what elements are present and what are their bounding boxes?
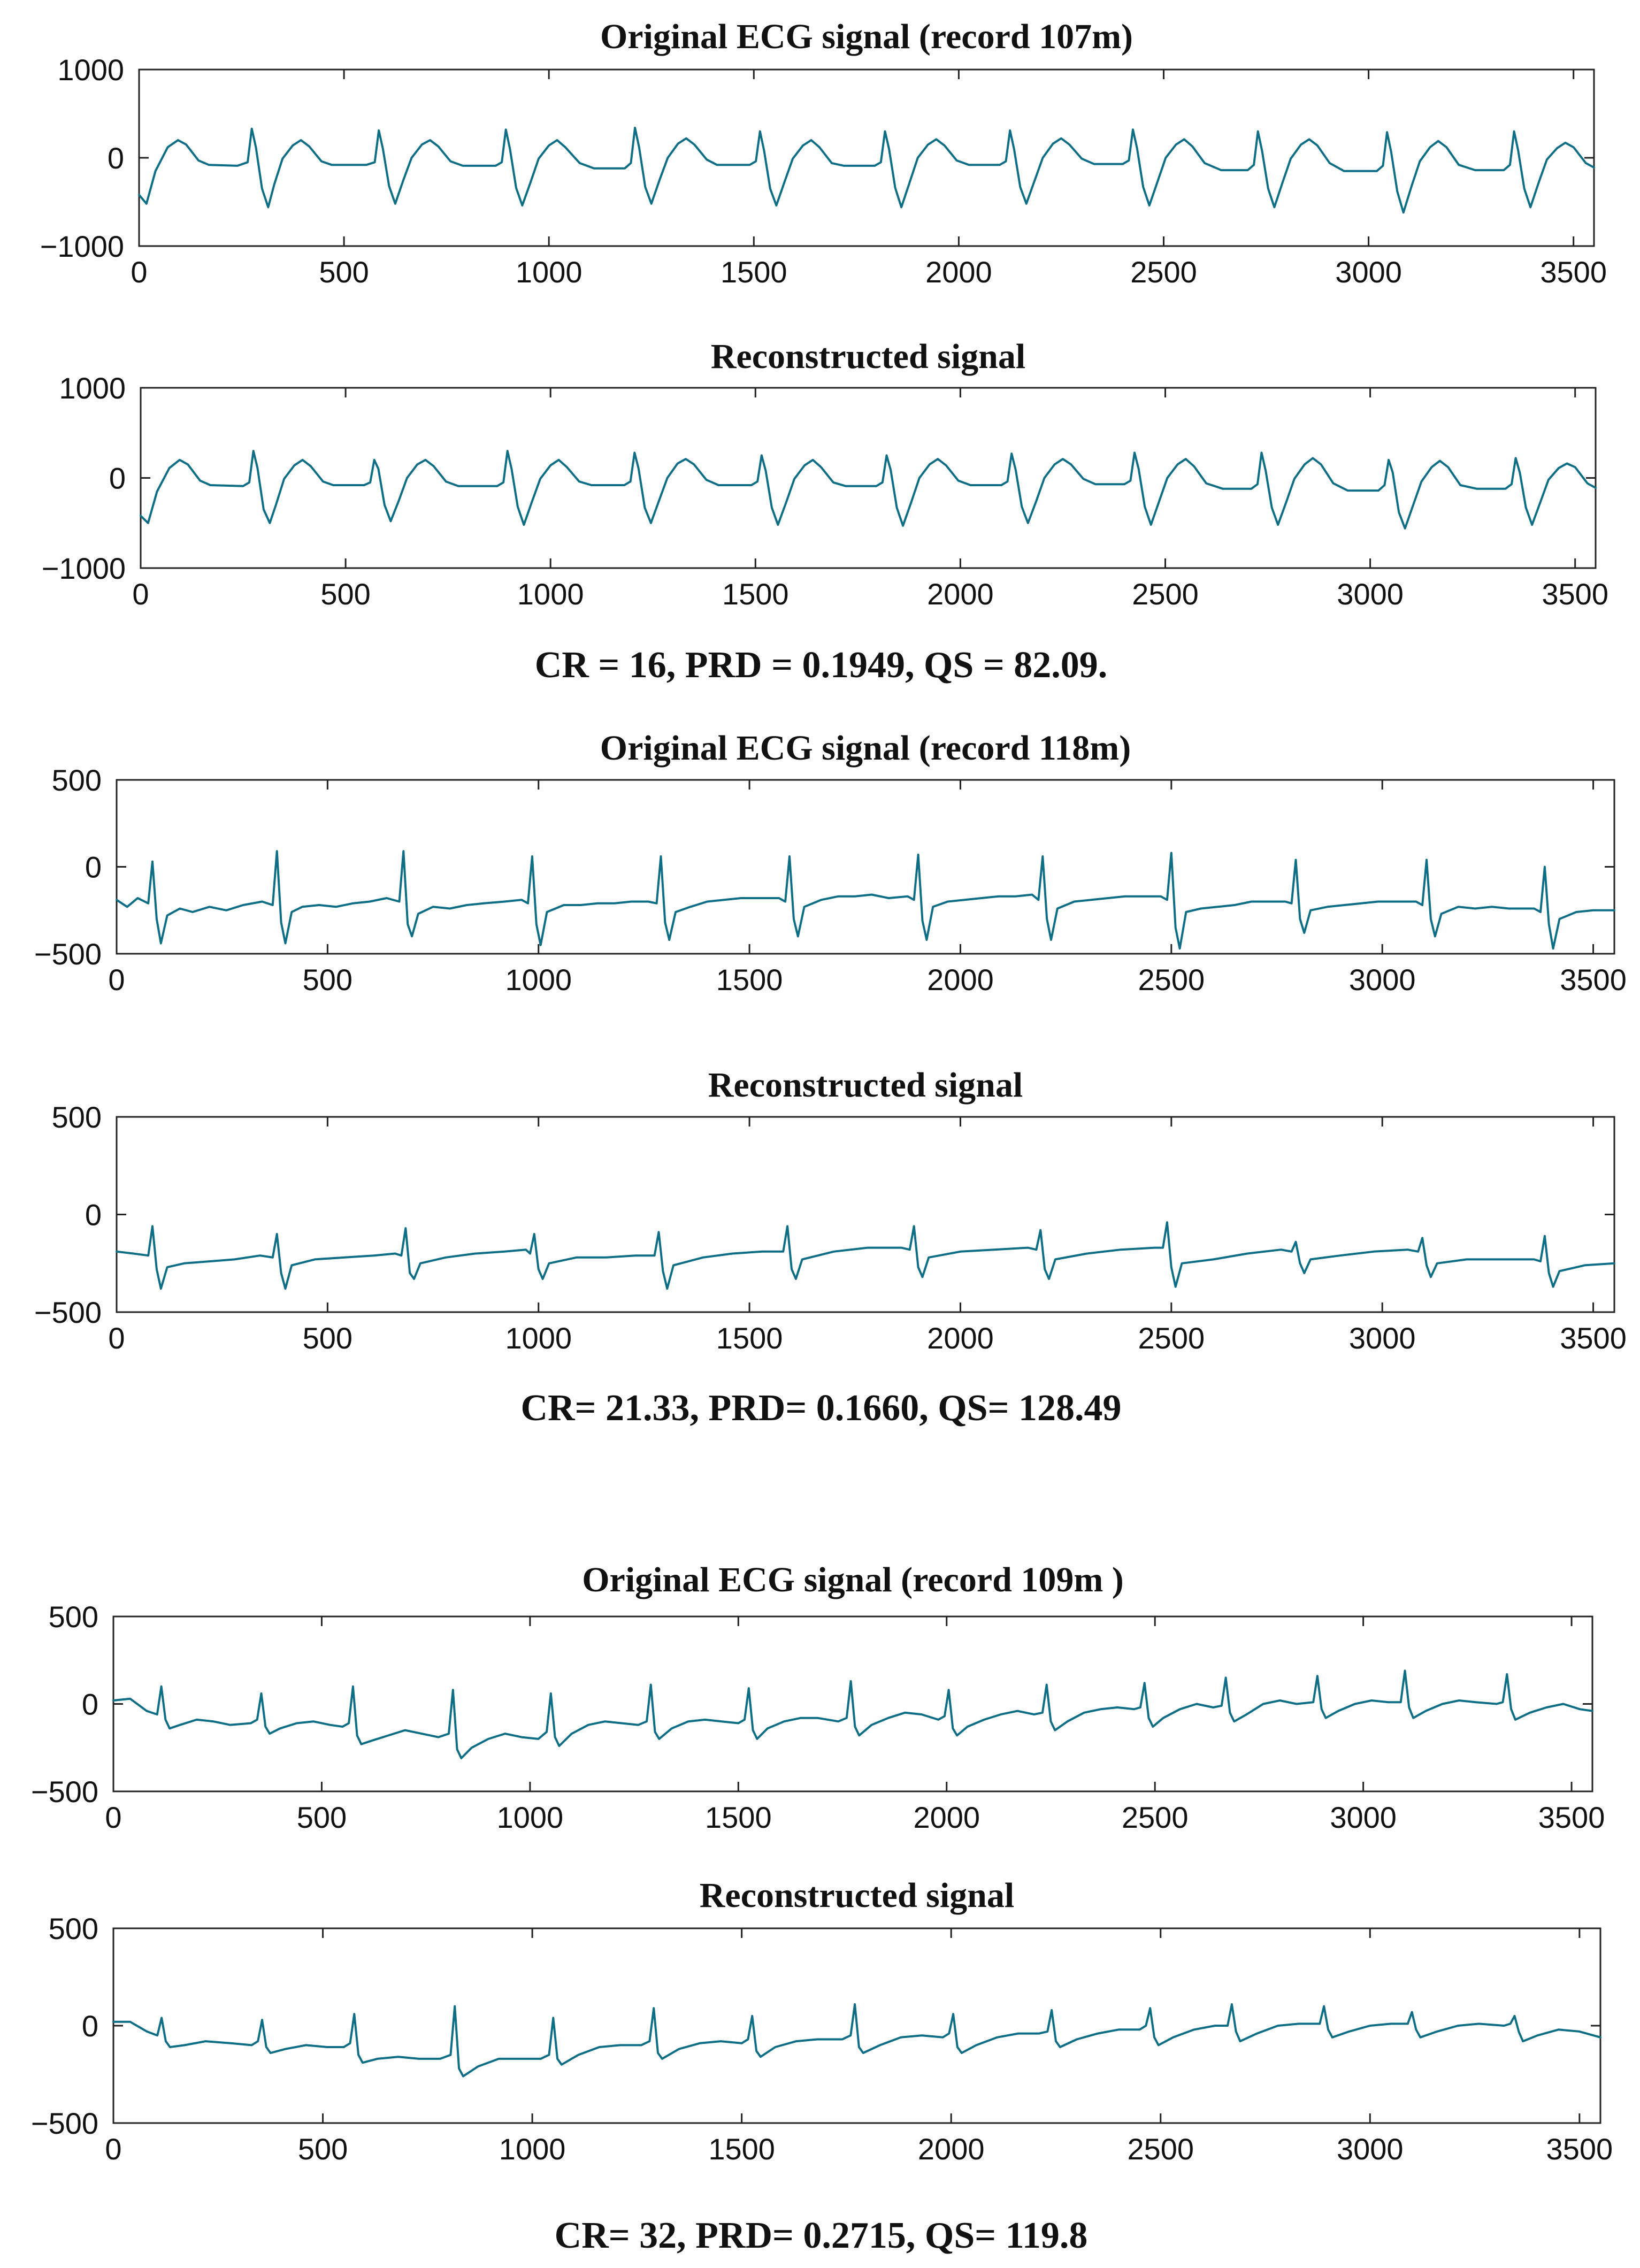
x-tick-label: 2500 [1130,255,1197,289]
x-tick-label: 1500 [716,963,783,997]
x-tick-label: 3500 [1560,963,1627,997]
x-tick-label: 2000 [913,1800,980,1834]
y-tick-label: −500 [34,1296,102,1329]
x-tick-label: 1500 [721,255,787,289]
y-tick-label: −500 [31,2106,98,2140]
x-tick-label: 0 [105,1800,121,1834]
x-tick-label: 2500 [1132,577,1199,611]
chart-title: Original ECG signal (record 107m) [600,17,1133,56]
x-tick-label: 1000 [505,963,572,997]
chart-title: Reconstructed signal [708,1066,1023,1105]
ecg-signal-line [116,1221,1615,1290]
chart-title: Original ECG signal (record 109m ) [582,1560,1124,1599]
ecg-signal-line [140,450,1597,530]
chart-title: Reconstructed signal [711,337,1025,376]
x-tick-label: 500 [303,1321,352,1355]
x-tick-label: 3500 [1560,1321,1627,1355]
x-tick-label: 3500 [1546,2132,1613,2166]
y-tick-label: 1000 [59,371,126,405]
x-tick-label: 2500 [1127,2132,1194,2166]
chart-panel-4: Reconstructed signal 0 500 1000 1500 2000 2500… [34,1066,1627,1355]
y-tick-label: 1000 [57,53,124,87]
y-tick-label: 0 [85,851,102,884]
x-tick-label: 500 [297,1800,347,1834]
ecg-signal-line [112,2003,1601,2078]
chart-title: Reconstructed signal [700,1876,1014,1915]
y-tick-label: 500 [52,763,102,797]
x-tick-label: 500 [319,255,369,289]
x-tick-label: 1500 [705,1800,772,1834]
x-tick-label: 500 [298,2132,348,2166]
y-tick-label: 0 [82,1688,98,1721]
y-tick-label: 0 [108,141,124,175]
chart-panel-2: Reconstructed signal 0 500 1000 1500 2000 2500… [42,337,1608,611]
axes-box [140,387,1597,569]
chart-panel-1: Original ECG signal (record 107m) 0 500 100… [40,17,1607,289]
y-tick-label: 500 [52,1100,102,1134]
x-tick-label: 3000 [1337,2132,1404,2166]
x-tick-label: 1000 [497,1800,564,1834]
chart-panel-3: Original ECG signal (record 118m) 0 500 100… [34,729,1627,997]
x-tick-label: 1000 [505,1321,572,1355]
y-tick-label: 500 [49,1912,98,1945]
chart-title: Original ECG signal (record 118m) [600,729,1131,768]
x-tick-label: 3000 [1335,255,1402,289]
x-tick-label: 1500 [708,2132,775,2166]
x-tick-label: 500 [320,577,370,611]
chart-panel-5: Original ECG signal (record 109m ) 0 500 10… [31,1560,1605,1834]
x-tick-label: 1000 [516,255,583,289]
axes-box [138,68,1595,247]
ecg-signal-line [138,126,1595,214]
y-tick-label: −1000 [42,551,126,585]
x-tick-label: 3000 [1337,577,1404,611]
x-tick-label: 2000 [927,1321,994,1355]
x-tick-label: 2500 [1122,1800,1189,1834]
caption-record-109m: CR= 32, PRD= 0.2715, QS= 119.8 [555,2215,1088,2256]
x-tick-label: 3000 [1349,1321,1416,1355]
x-tick-label: 3000 [1330,1800,1397,1834]
x-tick-label: 3500 [1540,255,1607,289]
ecg-signal-line [112,1669,1593,1759]
x-tick-label: 1500 [716,1321,783,1355]
y-tick-label: 0 [109,462,126,495]
x-tick-label: 0 [105,2132,121,2166]
x-tick-label: 0 [108,1321,125,1355]
x-tick-label: 2500 [1138,1321,1205,1355]
caption-record-118m: CR= 21.33, PRD= 0.1660, QS= 128.49 [520,1388,1121,1429]
x-tick-label: 3000 [1349,963,1416,997]
x-tick-label: 2000 [925,255,992,289]
axes-box [116,1116,1615,1313]
plots-layer: Original ECG signal (record 107m) 0 500 100… [31,17,1627,2166]
x-tick-label: 0 [131,255,147,289]
y-tick-label: −500 [34,937,102,971]
x-tick-label: 1000 [517,577,584,611]
x-tick-label: 1500 [722,577,789,611]
x-tick-label: 3500 [1538,1800,1605,1834]
y-tick-label: −500 [31,1775,98,1809]
caption-record-107m: CR = 16, PRD = 0.1949, QS = 82.09. [535,645,1108,686]
x-tick-label: 2000 [918,2132,985,2166]
x-tick-label: 2500 [1138,963,1205,997]
y-tick-label: 500 [49,1600,98,1634]
y-tick-label: 0 [85,1198,102,1232]
x-tick-label: 1000 [499,2132,566,2166]
axes-box [116,779,1615,955]
x-tick-label: 2000 [927,963,994,997]
x-tick-label: 3500 [1542,577,1608,611]
x-tick-label: 0 [132,577,149,611]
y-tick-label: 0 [82,2009,98,2043]
ecg-signal-line [116,850,1615,950]
x-tick-label: 0 [108,963,125,997]
x-tick-label: 2000 [927,577,994,611]
chart-panel-6: Reconstructed signal 0 500 1000 1500 2000 2500… [31,1876,1613,2166]
x-tick-label: 500 [303,963,352,997]
y-tick-label: −1000 [40,229,124,263]
